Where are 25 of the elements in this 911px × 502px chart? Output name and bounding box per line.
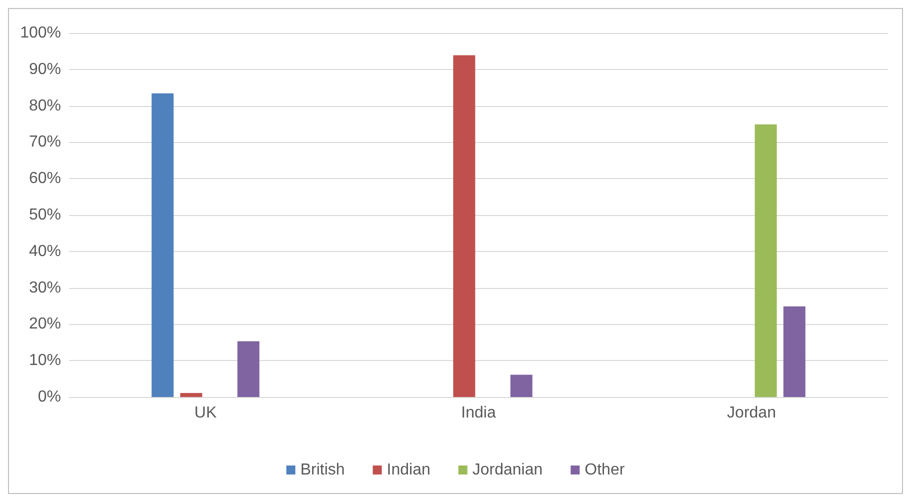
y-tick-label: 40% — [28, 242, 61, 260]
bar — [754, 124, 777, 397]
bar — [180, 392, 202, 397]
y-tick-label: 50% — [28, 206, 61, 224]
bar — [783, 306, 806, 397]
legend-label: Indian — [386, 462, 430, 478]
legend-label: British — [300, 462, 345, 478]
x-tick-label: Jordan — [727, 404, 776, 422]
y-tick-label: 30% — [28, 279, 61, 296]
y-tick-label: 100% — [20, 24, 61, 42]
y-tick-label: 60% — [28, 170, 61, 188]
y-tick-label: 90% — [28, 60, 61, 78]
y-tick-label: 0% — [38, 388, 61, 406]
bar — [237, 341, 260, 397]
y-tick-label: 20% — [28, 316, 61, 333]
y-tick-label: 80% — [28, 97, 61, 114]
legend-label: Jordanian — [472, 462, 543, 478]
y-tick-label: 10% — [28, 352, 61, 370]
x-tick-label: India — [461, 404, 496, 422]
bar — [510, 374, 532, 397]
bar — [152, 93, 174, 397]
x-tick-label: UK — [194, 404, 217, 422]
bar — [453, 55, 476, 397]
y-tick-label: 70% — [28, 134, 61, 151]
legend-label: Other — [584, 462, 626, 478]
